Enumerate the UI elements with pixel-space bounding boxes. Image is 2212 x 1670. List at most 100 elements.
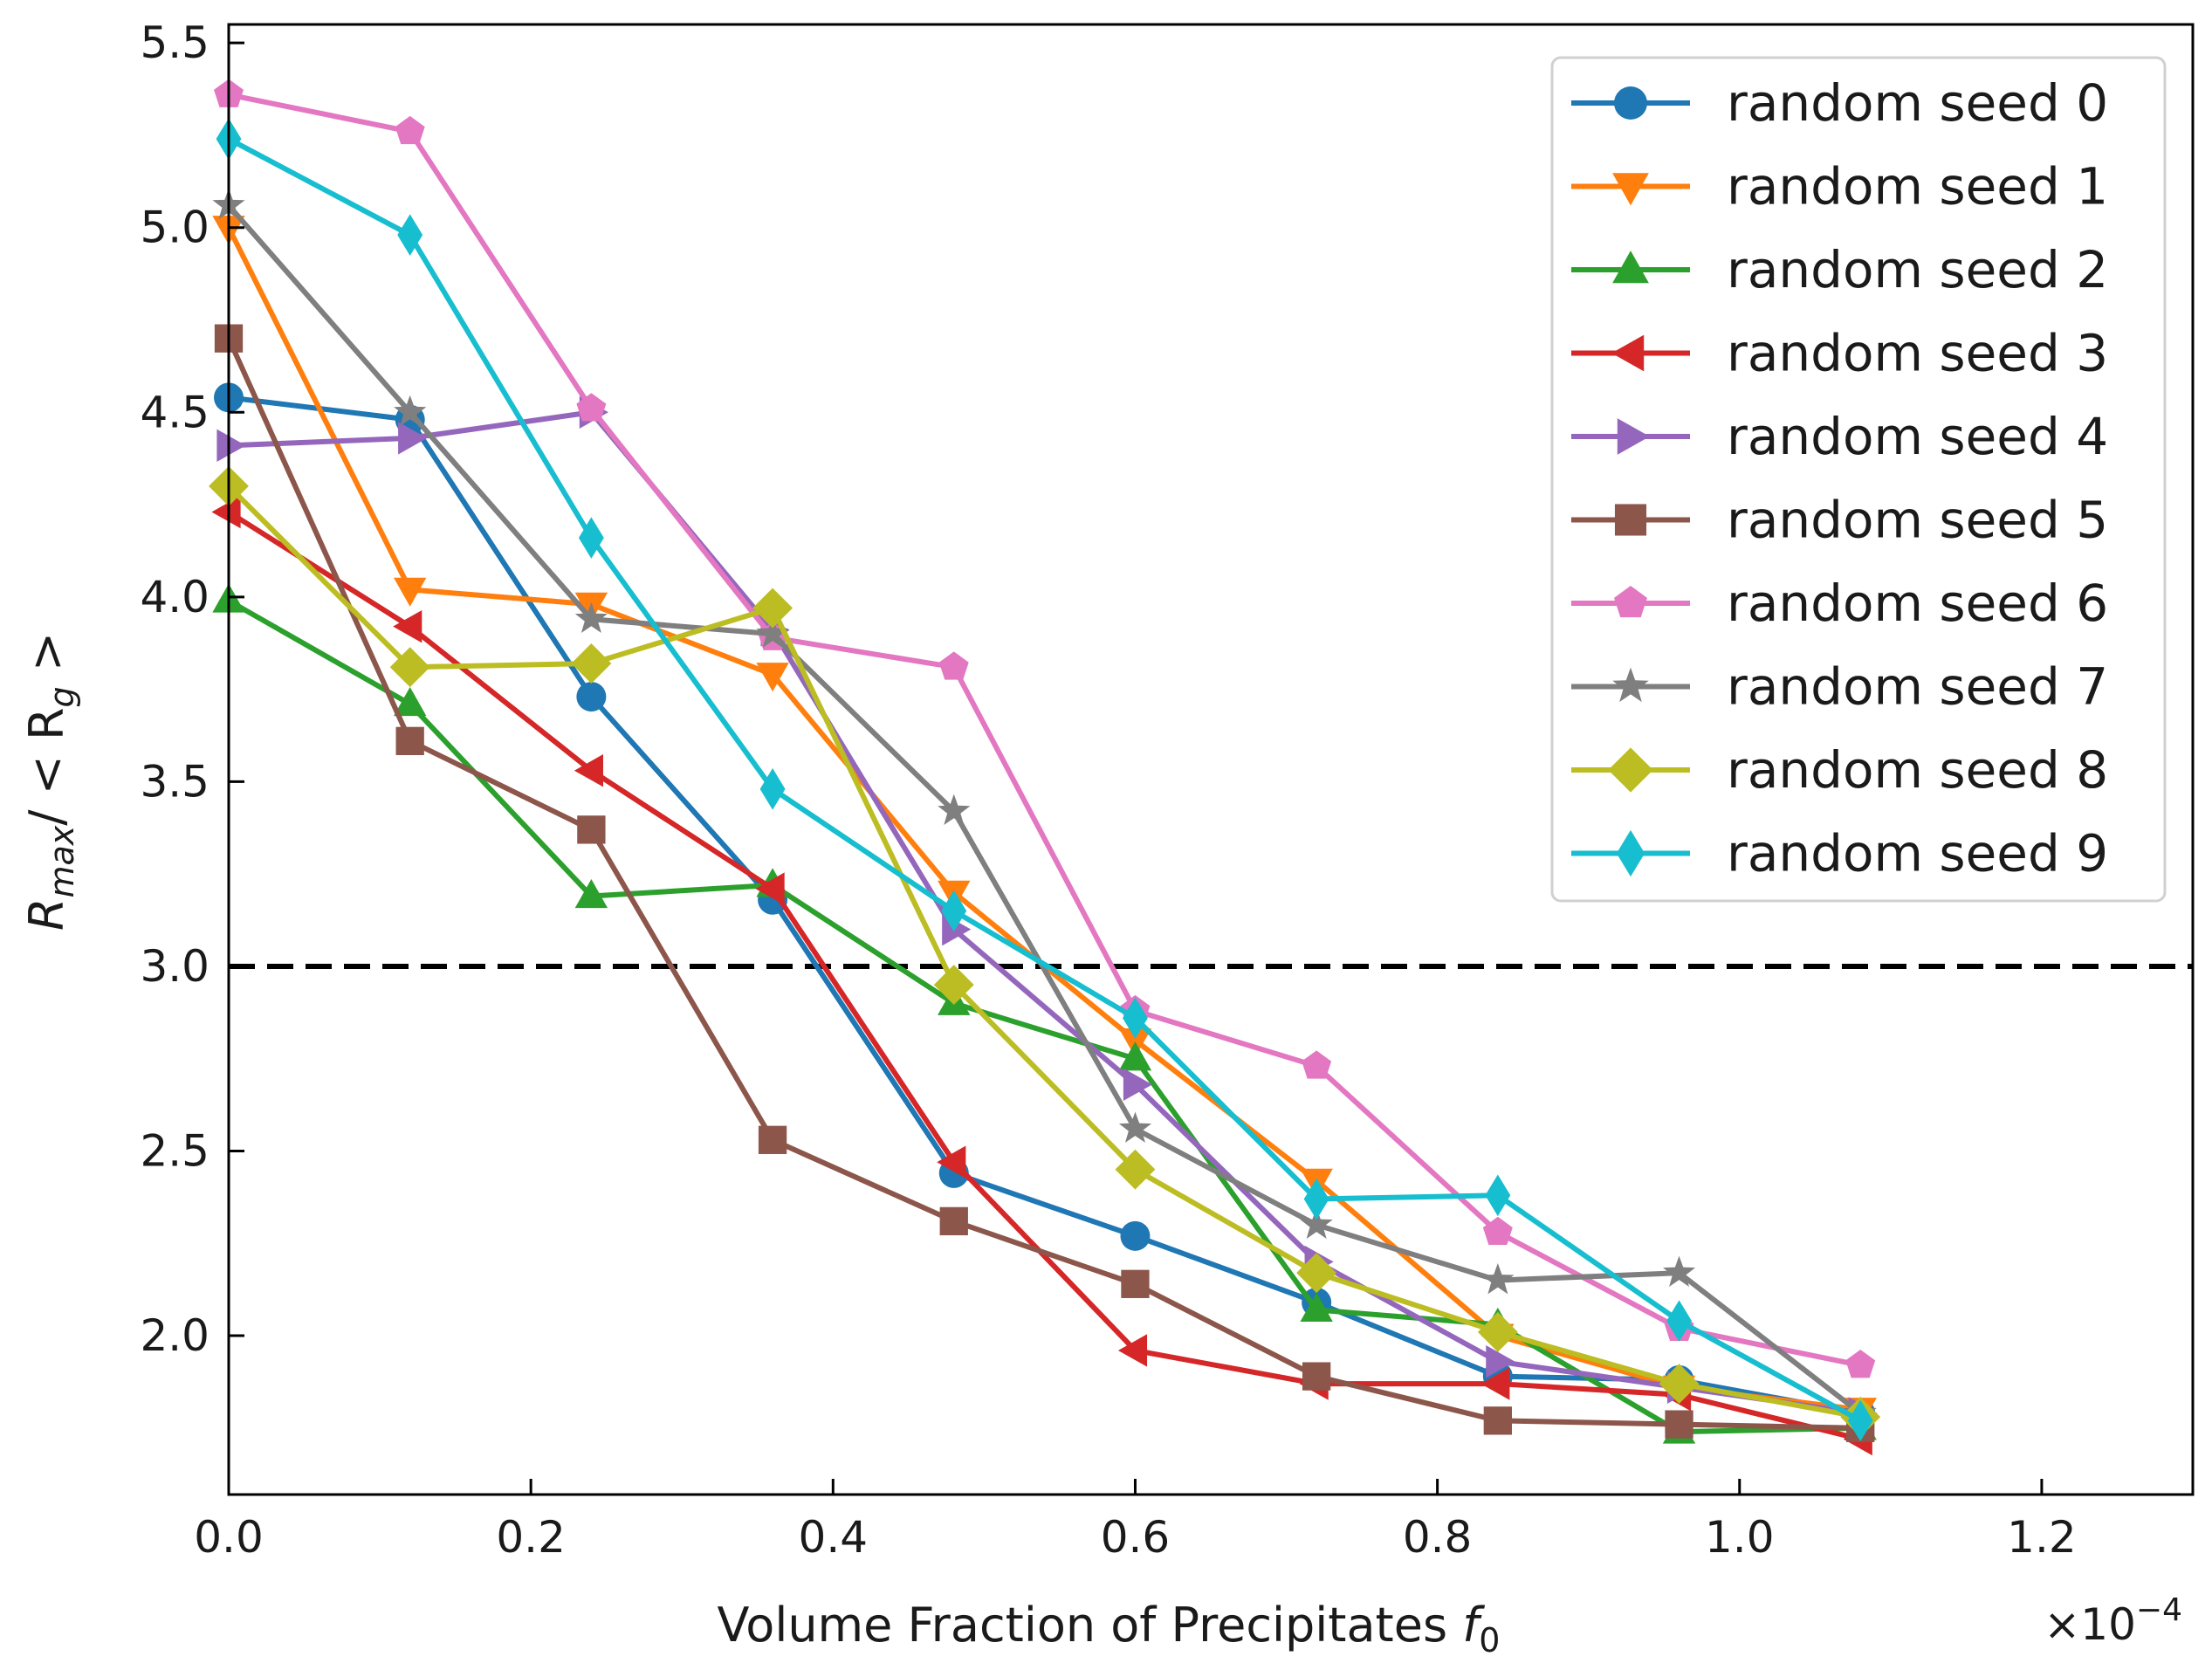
series-5-point-2 xyxy=(577,815,606,844)
legend-box xyxy=(1550,56,2167,903)
legend-entry-3: random seed 3 xyxy=(1571,324,2108,383)
y-tick-label-4: 4.0 xyxy=(140,572,210,622)
legend-marker-8 xyxy=(1608,747,1653,793)
series-9-point-6 xyxy=(1303,1178,1329,1220)
legend-marker-5 xyxy=(1614,504,1647,536)
legend-entry-1: random seed 1 xyxy=(1571,157,2108,216)
legend-marker-0 xyxy=(1614,86,1647,120)
y-tick-label-2: 3.0 xyxy=(140,941,210,992)
series-7-point-6 xyxy=(1300,1207,1333,1239)
legend-entry-7: random seed 7 xyxy=(1571,657,2108,717)
x-tick-label-3: 0.6 xyxy=(1101,1512,1171,1563)
y-tick-label-6: 5.0 xyxy=(140,203,210,253)
legend-label-7: random seed 7 xyxy=(1727,657,2108,717)
y-axis-label-mid: / < R xyxy=(19,707,74,825)
x-tick-label-1: 0.2 xyxy=(496,1512,566,1563)
series-8-point-1 xyxy=(389,647,430,688)
legend-marker-7 xyxy=(1612,667,1649,703)
series-6-point-4 xyxy=(938,651,969,680)
series-5-point-4 xyxy=(939,1206,968,1236)
series-7-line xyxy=(226,203,1863,1416)
legend-label-2: random seed 2 xyxy=(1727,240,2108,299)
y-tick-label-1: 2.5 xyxy=(140,1126,210,1177)
series-5-point-3 xyxy=(758,1125,787,1154)
y-axis-label-sub2: g xyxy=(43,686,81,707)
legend-marker-1 xyxy=(1612,173,1649,206)
legend-entry-8: random seed 8 xyxy=(1571,740,2108,800)
series-9 xyxy=(216,118,1873,1442)
y-axis-label-end: > xyxy=(19,632,74,686)
series-6-point-7 xyxy=(1482,1216,1513,1246)
legend-entry-4: random seed 4 xyxy=(1571,407,2108,466)
series-2-point-6 xyxy=(1300,1292,1333,1323)
series-4-point-7 xyxy=(1486,1344,1515,1378)
x-axis-label: Volume Fraction of Precipitates f0 xyxy=(718,1598,1501,1660)
series-1-point-3 xyxy=(756,663,789,692)
legend-label-3: random seed 3 xyxy=(1727,324,2108,383)
legend-entry-2: random seed 2 xyxy=(1571,240,2108,299)
series-0-point-2 xyxy=(576,682,607,712)
y-axis-label-sub: max xyxy=(43,825,81,897)
series-8-point-3 xyxy=(752,588,793,629)
y-axis-label: Rmax/ < Rg > xyxy=(19,632,81,931)
series-8-point-2 xyxy=(571,643,612,684)
series-5-point-1 xyxy=(395,726,424,755)
legend-marker-2 xyxy=(1612,251,1649,284)
series-5-point-5 xyxy=(1121,1269,1150,1298)
series-3-line xyxy=(227,509,1861,1442)
legend-label-9: random seed 9 xyxy=(1727,824,2108,883)
series-6-line xyxy=(228,92,1861,1368)
legend-label-4: random seed 4 xyxy=(1727,407,2108,466)
axes-group: 0.0 0.2 0.4 0.6 0.8 1.0 1.2 2.0 2.5 3.0 3.5 4.0 4.5 5… xyxy=(140,17,2195,1563)
x-axis-offset: ×10−4 xyxy=(2044,1592,2182,1650)
legend-marker-3 xyxy=(1611,334,1645,372)
legend-marker-9 xyxy=(1616,829,1645,877)
y-tick-label-0: 2.0 xyxy=(140,1310,210,1361)
series-2-point-5 xyxy=(1118,1041,1152,1071)
series-7-point-7 xyxy=(1481,1263,1515,1295)
series-5-point-6 xyxy=(1302,1362,1331,1391)
series-9-point-7 xyxy=(1485,1174,1511,1217)
y-tick-label-3: 3.5 xyxy=(140,756,210,807)
series-4-point-5 xyxy=(1123,1068,1153,1102)
series-3-point-4 xyxy=(937,1145,966,1179)
series-9-point-4 xyxy=(941,890,967,932)
legend-entry-9: random seed 9 xyxy=(1571,824,2108,883)
series-3-point-2 xyxy=(574,753,603,787)
series-7-point-2 xyxy=(574,601,608,634)
legend-label-5: random seed 5 xyxy=(1727,491,2108,550)
legend-entry-6: random seed 6 xyxy=(1571,574,2108,633)
series-9-point-1 xyxy=(397,214,423,256)
series-3-point-5 xyxy=(1117,1334,1148,1367)
series-8-point-7 xyxy=(1477,1311,1518,1352)
series-2-point-2 xyxy=(574,879,608,909)
y-axis-label-r: R xyxy=(19,898,74,931)
y-tick-label-7: 5.5 xyxy=(140,17,210,68)
series-5-point-7 xyxy=(1483,1406,1512,1435)
series-9-point-8 xyxy=(1666,1300,1692,1342)
series-8-point-8 xyxy=(1659,1364,1700,1405)
series-4-point-0 xyxy=(216,429,246,463)
x-tick-label-5: 1.0 xyxy=(1705,1512,1775,1563)
series-7-point-4 xyxy=(938,794,971,826)
series-9-line xyxy=(227,136,1862,1424)
series-8-point-4 xyxy=(933,965,974,1006)
y-tick-label-5: 4.5 xyxy=(140,387,210,437)
series-6-point-6 xyxy=(1302,1050,1332,1079)
series-9-point-5 xyxy=(1123,997,1148,1039)
series-6-point-1 xyxy=(395,115,425,145)
series-3-point-0 xyxy=(211,495,241,529)
x-tick-label-0: 0.0 xyxy=(194,1512,264,1563)
x-tick-label-6: 1.2 xyxy=(2007,1512,2077,1563)
series-5 xyxy=(214,324,1875,1442)
x-axis-label-sub: 0 xyxy=(1479,1621,1500,1660)
series-8-point-5 xyxy=(1115,1149,1156,1190)
series-4-line xyxy=(228,409,1861,1416)
legend-marker-4 xyxy=(1617,418,1650,455)
x-axis-offset-base: ×10 xyxy=(2044,1599,2136,1650)
x-axis-label-main: Volume Fraction of Precipitates xyxy=(718,1598,1463,1653)
series-6-point-2 xyxy=(576,393,607,422)
series-3-point-1 xyxy=(393,609,422,643)
legend: random seed 0 random seed 1 random seed 2 r… xyxy=(1550,56,2167,903)
